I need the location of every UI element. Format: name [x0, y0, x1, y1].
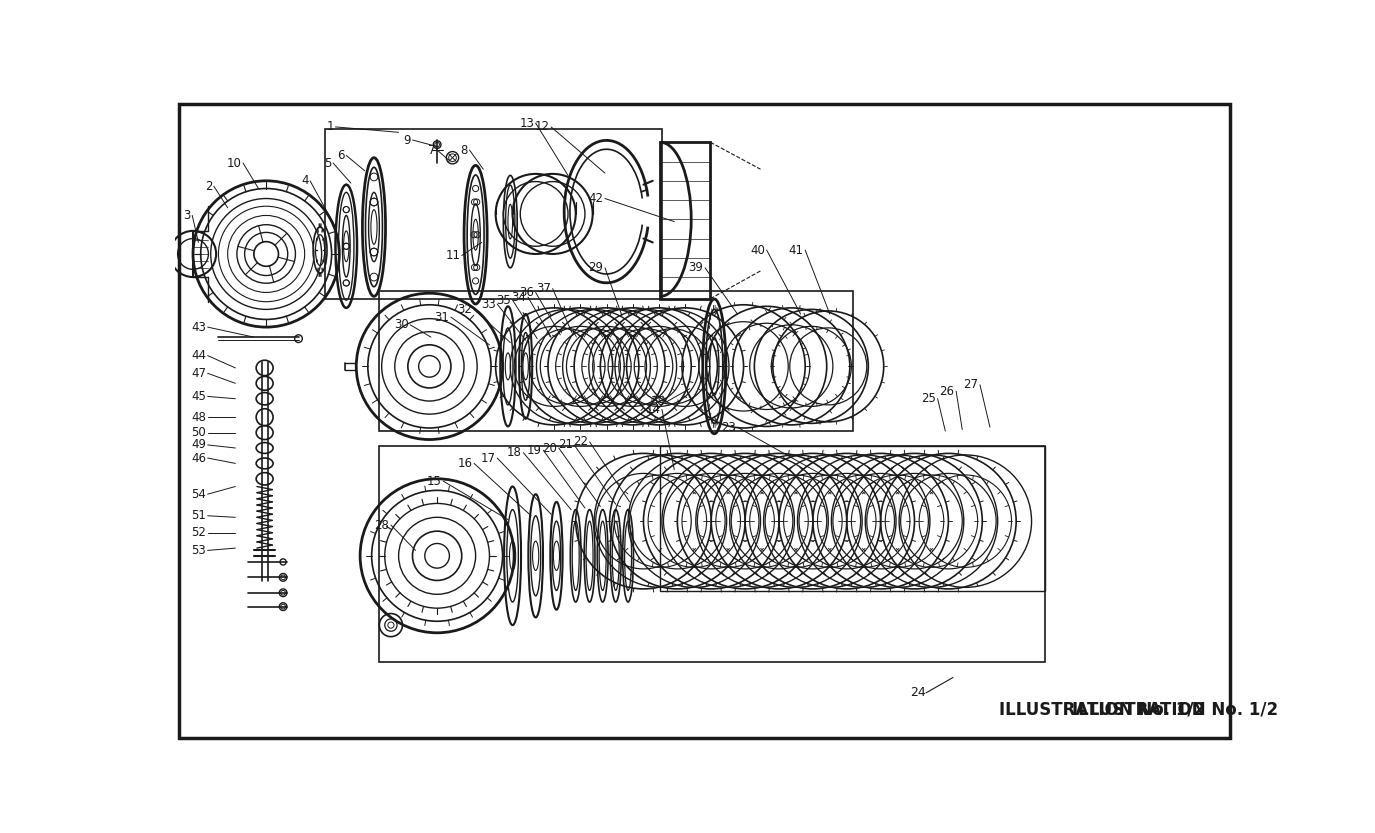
- Text: 41: 41: [789, 243, 803, 257]
- Text: 1: 1: [326, 121, 334, 133]
- Text: 33: 33: [481, 297, 495, 311]
- Text: ILLUSTRATION No. 1/2: ILLUSTRATION No. 1/2: [1072, 701, 1279, 719]
- Bar: [326, 129, 661, 298]
- Text: 24: 24: [910, 686, 927, 700]
- Text: 32: 32: [458, 303, 473, 316]
- Text: 45: 45: [191, 390, 206, 403]
- Text: 47: 47: [191, 367, 206, 380]
- Text: 31: 31: [434, 311, 450, 323]
- Text: 43: 43: [191, 321, 206, 333]
- Text: 11: 11: [446, 249, 461, 262]
- Text: 6: 6: [337, 149, 345, 162]
- Text: 25: 25: [921, 392, 936, 405]
- Text: 16: 16: [458, 456, 473, 470]
- Text: 19: 19: [527, 444, 542, 456]
- Bar: [380, 446, 1045, 662]
- Text: 29: 29: [588, 262, 604, 274]
- Text: 22: 22: [573, 436, 588, 448]
- Text: 21: 21: [558, 438, 572, 451]
- Text: 20: 20: [542, 441, 557, 455]
- Text: 9: 9: [403, 133, 411, 147]
- Text: 51: 51: [191, 509, 206, 522]
- Text: 7: 7: [428, 143, 436, 157]
- Text: 46: 46: [191, 451, 206, 465]
- Text: 23: 23: [720, 421, 736, 434]
- Text: 18: 18: [507, 446, 522, 459]
- Text: 14: 14: [645, 403, 660, 416]
- Text: 17: 17: [481, 451, 495, 465]
- Text: 54: 54: [191, 487, 206, 501]
- Text: ILLUSTRATION No. 1/2: ILLUSTRATION No. 1/2: [1000, 701, 1206, 719]
- Text: 4: 4: [301, 174, 308, 187]
- Bar: [380, 291, 852, 431]
- Text: 28: 28: [374, 518, 389, 531]
- Text: 44: 44: [191, 349, 206, 362]
- Text: 26: 26: [939, 385, 954, 397]
- Text: 13: 13: [520, 117, 534, 130]
- Text: 42: 42: [588, 192, 604, 205]
- Bar: [660, 446, 1045, 591]
- Text: 36: 36: [520, 286, 534, 299]
- Text: 38: 38: [650, 396, 666, 408]
- Text: 8: 8: [461, 143, 468, 157]
- Bar: [660, 142, 711, 298]
- Text: 49: 49: [191, 438, 206, 451]
- Text: 35: 35: [496, 294, 512, 307]
- Text: 48: 48: [191, 411, 206, 424]
- Text: 34: 34: [512, 291, 527, 303]
- Text: 2: 2: [205, 180, 212, 192]
- Text: 39: 39: [689, 262, 704, 274]
- Text: 12: 12: [535, 121, 550, 133]
- Text: 3: 3: [183, 209, 191, 222]
- Text: 52: 52: [191, 526, 206, 539]
- Text: 15: 15: [426, 475, 441, 487]
- Text: 53: 53: [191, 544, 206, 557]
- Text: 40: 40: [751, 243, 764, 257]
- Text: 37: 37: [536, 282, 551, 295]
- Text: 30: 30: [393, 318, 408, 332]
- Text: 5: 5: [324, 157, 331, 170]
- Text: 50: 50: [191, 426, 206, 439]
- Text: 27: 27: [964, 378, 979, 392]
- Text: 10: 10: [227, 157, 242, 170]
